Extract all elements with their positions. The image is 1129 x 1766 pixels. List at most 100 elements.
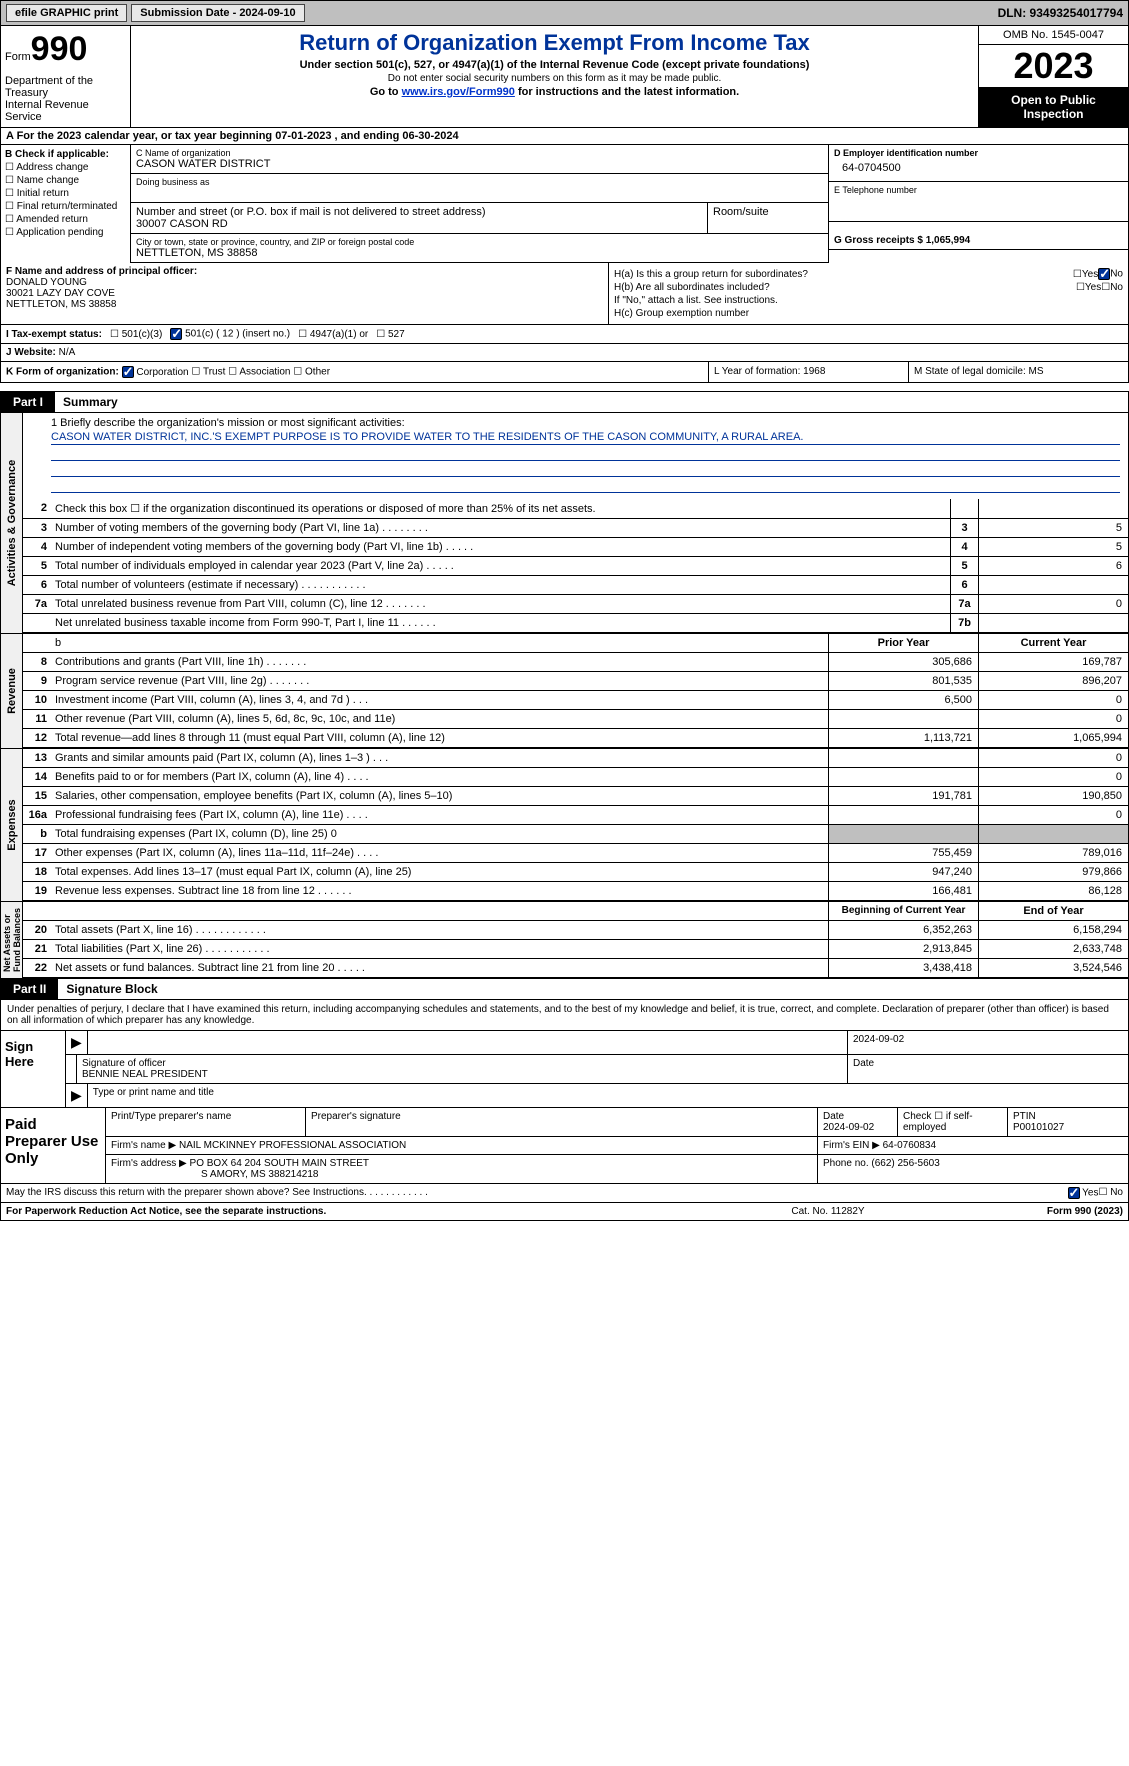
i-label: I Tax-exempt status: (6, 329, 102, 340)
irs-link[interactable]: www.irs.gov/Form990 (402, 86, 515, 98)
mission-block: 1 Briefly describe the organization's mi… (23, 413, 1128, 499)
box-b: B Check if applicable: ☐ Address change … (1, 145, 131, 263)
dept-text: Department of the Treasury Internal Reve… (5, 75, 126, 123)
chk-address[interactable]: ☐ Address change (5, 162, 126, 173)
chk-amended[interactable]: ☐ Amended return (5, 214, 126, 225)
data-row: 17Other expenses (Part IX, column (A), l… (23, 844, 1128, 863)
summary-rev: Revenue b Prior Year Current Year 8Contr… (0, 634, 1129, 749)
phone-label: E Telephone number (834, 185, 1123, 195)
summary-net: Net Assets or Fund Balances Beginning of… (0, 902, 1129, 979)
data-row: 13Grants and similar amounts paid (Part … (23, 749, 1128, 768)
box-f: F Name and address of principal officer:… (1, 263, 608, 324)
mission-text: CASON WATER DISTRICT, INC.'S EXEMPT PURP… (51, 431, 1120, 445)
ptin-label: PTIN (1013, 1111, 1036, 1122)
hc-label: H(c) Group exemption number (614, 308, 749, 319)
dba-cell: Doing business as (131, 174, 828, 203)
org-name-cell: C Name of organization CASON WATER DISTR… (131, 145, 828, 174)
chk-name[interactable]: ☐ Name change (5, 175, 126, 186)
box-k: K Form of organization: Corporation ☐ Tr… (1, 362, 708, 382)
omb-number: OMB No. 1545-0047 (979, 26, 1128, 45)
i-527[interactable]: ☐ 527 (376, 329, 404, 340)
org-name-label: C Name of organization (136, 148, 823, 158)
chk-initial[interactable]: ☐ Initial return (5, 188, 126, 199)
data-row: 12Total revenue—add lines 8 through 11 (… (23, 729, 1128, 748)
vtab-rev: Revenue (1, 634, 23, 748)
firm-ein: 64-0760834 (883, 1140, 936, 1151)
firm-phone: (662) 256-5603 (871, 1158, 939, 1169)
k-trust[interactable]: ☐ Trust (191, 367, 225, 378)
part2-title: Signature Block (58, 979, 165, 999)
k-assoc[interactable]: ☐ Association (228, 367, 290, 378)
ptin-value: P00101027 (1013, 1122, 1064, 1133)
discuss-text: May the IRS discuss this return with the… (6, 1187, 1068, 1199)
ha-no[interactable]: No (1098, 268, 1123, 280)
k-corp[interactable]: Corporation (122, 367, 189, 378)
ein-label: D Employer identification number (834, 148, 1123, 158)
data-row: 21Total liabilities (Part X, line 26) . … (23, 940, 1128, 959)
section-b-d: B Check if applicable: ☐ Address change … (0, 145, 1129, 263)
data-row: 9Program service revenue (Part VIII, lin… (23, 672, 1128, 691)
city-cell: City or town, state or province, country… (131, 234, 828, 263)
open-inspection: Open to Public Inspection (979, 87, 1128, 127)
phone-cell: E Telephone number (829, 182, 1128, 222)
dln: DLN: 93493254017794 (998, 6, 1123, 20)
addr-label: Firm's address (111, 1158, 179, 1169)
prior-year-hdr: Prior Year (828, 634, 978, 652)
firm-addr1: PO BOX 64 204 SOUTH MAIN STREET (190, 1158, 370, 1169)
k-other[interactable]: ☐ Other (293, 367, 330, 378)
i-501c[interactable]: 501(c) ( 12 ) (insert no.) (170, 328, 290, 340)
data-row: 20Total assets (Part X, line 16) . . . .… (23, 921, 1128, 940)
row-j: J Website: N/A (0, 344, 1129, 362)
officer-value: DONALD YOUNG 30021 LAZY DAY COVE NETTLET… (6, 277, 603, 310)
box-l: L Year of formation: 1968 (708, 362, 908, 382)
type-label: Type or print name and title (88, 1084, 1128, 1107)
self-emp-chk[interactable]: Check ☐ if self-employed (898, 1108, 1008, 1136)
prep-date-hdr: Date (823, 1111, 844, 1122)
data-row: 15Salaries, other compensation, employee… (23, 787, 1128, 806)
arrow-icon-3: ▶ (168, 1140, 176, 1151)
hb-no[interactable]: ☐No (1101, 282, 1123, 293)
subtitle-2: Do not enter social security numbers on … (139, 73, 970, 84)
box-m: M State of legal domicile: MS (908, 362, 1128, 382)
topbar: efile GRAPHIC print Submission Date - 20… (0, 0, 1129, 26)
box-c: C Name of organization CASON WATER DISTR… (131, 145, 828, 263)
i-501c3[interactable]: ☐ 501(c)(3) (110, 329, 162, 340)
data-row: 11Other revenue (Part VIII, column (A), … (23, 710, 1128, 729)
city-value: NETTLETON, MS 38858 (136, 247, 823, 259)
ein-value: 64-0704500 (834, 158, 1123, 178)
tax-year: 2023 (979, 45, 1128, 87)
preparer-label: Paid Preparer Use Only (1, 1108, 106, 1183)
rev-header: b Prior Year Current Year (23, 634, 1128, 653)
part1-header: Part I Summary (0, 391, 1129, 413)
gov-row: 4Number of independent voting members of… (23, 538, 1128, 557)
vtab-exp: Expenses (1, 749, 23, 901)
header-left: Form990 Department of the Treasury Inter… (1, 26, 131, 127)
box-b-label: B Check if applicable: (5, 149, 126, 160)
goto-post: for instructions and the latest informat… (515, 86, 739, 98)
box-d-e-g: D Employer identification number 64-0704… (828, 145, 1128, 263)
room-cell: Room/suite (708, 203, 828, 234)
gov-row: 2Check this box ☐ if the organization di… (23, 499, 1128, 519)
efile-button[interactable]: efile GRAPHIC print (6, 4, 127, 22)
mission-label: 1 Briefly describe the organization's mi… (51, 417, 1120, 429)
prep-name-hdr: Print/Type preparer's name (106, 1108, 306, 1136)
chk-final[interactable]: ☐ Final return/terminated (5, 201, 126, 212)
paperwork-notice: For Paperwork Reduction Act Notice, see … (1, 1203, 728, 1220)
form-header: Form990 Department of the Treasury Inter… (0, 26, 1129, 128)
date-label: Date (848, 1055, 1128, 1083)
vtab-net: Net Assets or Fund Balances (1, 902, 23, 978)
data-row: 16aProfessional fundraising fees (Part I… (23, 806, 1128, 825)
discuss-no[interactable]: ☐ No (1098, 1187, 1123, 1199)
sig-declaration: Under penalties of perjury, I declare th… (0, 1000, 1129, 1031)
form-ref: Form 990 (2023) (928, 1203, 1128, 1220)
discuss-yes[interactable]: Yes (1068, 1187, 1099, 1199)
cat-no: Cat. No. 11282Y (728, 1203, 928, 1220)
hb-yes[interactable]: ☐Yes (1076, 282, 1101, 293)
ha-yes[interactable]: ☐Yes (1073, 269, 1098, 280)
i-4947[interactable]: ☐ 4947(a)(1) or (298, 329, 368, 340)
sig-label: Signature of officer (82, 1058, 166, 1069)
gross-cell: G Gross receipts $ 1,065,994 (829, 222, 1128, 250)
j-label: J Website: (6, 347, 59, 358)
row-i: I Tax-exempt status: ☐ 501(c)(3) 501(c) … (0, 325, 1129, 344)
chk-pending[interactable]: ☐ Application pending (5, 227, 126, 238)
